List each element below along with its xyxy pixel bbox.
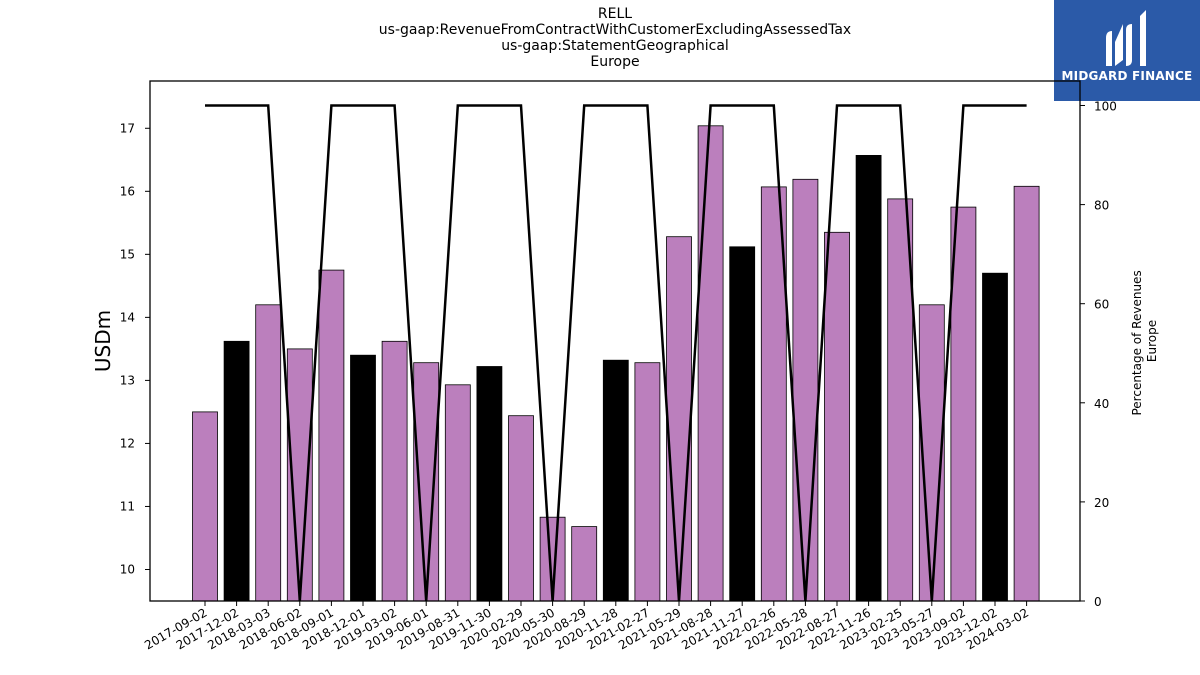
bar-2019-03-02 [381,340,408,602]
y2-tick-label: 40 [1094,397,1109,411]
bar-2023-12-02 [982,272,1008,602]
y-tick-label: 16 [120,184,135,198]
y-tick-label: 11 [120,499,135,513]
bar-2021-08-28 [697,125,724,602]
y2-tick-label: 100 [1094,100,1117,114]
bar-2022-05-28 [792,178,819,602]
title-axis: us-gaap:StatementGeographical [501,38,729,54]
bar-2018-03-03 [255,304,282,602]
bar-2019-08-31 [444,384,471,602]
bar-2018-12-01 [350,354,376,602]
bar-2017-09-02 [192,411,218,602]
y-tick-label: 14 [120,310,135,324]
bar-2021-11-27 [729,246,756,602]
bar-2022-08-27 [824,231,850,602]
y-tick-label: 15 [120,247,135,261]
bar-2020-02-29 [508,415,534,602]
y2-tick-label: 80 [1094,199,1109,213]
bar-2024-03-02 [1013,185,1040,602]
midgard-logo-mark-icon [1106,10,1146,66]
y-axis-right: 0 20 40 60 80 100 [1080,100,1117,609]
y-axis-left: 10 11 12 13 14 15 16 17 [120,121,150,576]
y2-axis-title: Percentage of Revenues Europe [1130,266,1159,415]
y2-tick-label: 0 [1094,595,1102,609]
y-tick-label: 10 [120,562,135,576]
y2-tick-label: 60 [1094,298,1109,312]
bar-2023-02-25 [887,198,914,602]
bar-2017-12-02 [223,340,250,602]
percentage-line [205,104,1027,602]
bar-2021-02-27 [634,362,661,602]
y2-tick-label: 20 [1094,496,1109,510]
bar-2019-11-30 [476,366,503,602]
midgard-finance-logo: MIDGARD FINANCE [1054,0,1200,101]
bar-2020-08-29 [571,526,598,602]
chart-title: RELL us-gaap:RevenueFromContractWithCust… [150,6,1080,70]
plot-frame [149,80,1081,602]
y-tick-label: 12 [120,436,135,450]
bar-series [192,125,1040,602]
y-axis-title: USDm [91,310,115,372]
bar-2021-05-29 [666,236,692,602]
bar-2023-09-02 [950,206,977,602]
x-axis: 2017-09-022017-12-022018-03-032018-06-02… [142,601,1031,652]
y2-axis-title-line1: Percentage of Revenues [1130,270,1144,415]
y-tick-label: 13 [120,373,135,387]
logo-text: MIDGARD FINANCE [1061,69,1193,83]
bar-2022-02-26 [760,186,787,602]
bar-2022-11-26 [855,154,882,602]
bar-2020-11-28 [602,359,629,602]
title-member: Europe [590,54,640,70]
y-tick-label: 17 [120,121,135,135]
y2-axis-title-line2: Europe [1145,320,1159,362]
title-concept: us-gaap:RevenueFromContractWithCustomerE… [378,22,852,38]
title-ticker: RELL [597,6,633,22]
bar-2018-09-01 [318,269,345,602]
